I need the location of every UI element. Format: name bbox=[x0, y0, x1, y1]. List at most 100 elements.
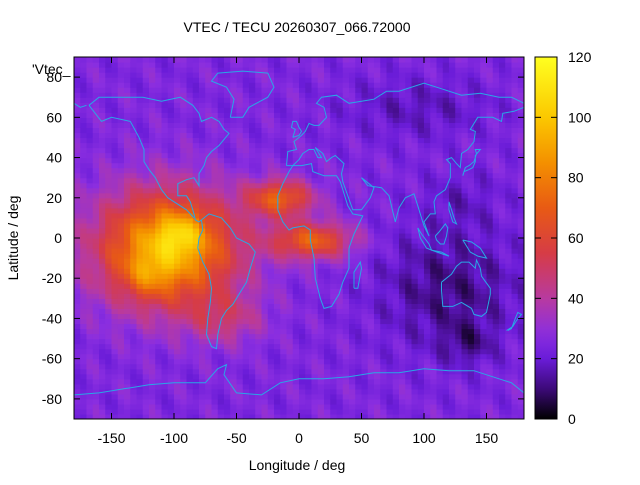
heatmap-cell bbox=[111, 313, 119, 320]
heatmap-cell bbox=[249, 152, 256, 159]
heatmap-cell bbox=[405, 72, 413, 78]
heatmap-cell bbox=[336, 263, 344, 269]
heatmap-cell bbox=[249, 222, 256, 229]
heatmap-cell bbox=[180, 87, 188, 93]
heatmap-cell bbox=[461, 248, 469, 254]
heatmap-cell bbox=[505, 348, 513, 355]
heatmap-cell bbox=[436, 378, 444, 385]
heatmap-cell bbox=[355, 298, 363, 304]
heatmap-cell bbox=[324, 142, 331, 149]
heatmap-cell bbox=[274, 157, 281, 164]
heatmap-cell bbox=[105, 202, 113, 209]
heatmap-cell bbox=[111, 368, 119, 375]
heatmap-cell bbox=[386, 217, 394, 224]
heatmap-cell bbox=[142, 323, 150, 330]
heatmap-cell bbox=[111, 157, 119, 164]
heatmap-cell bbox=[117, 152, 125, 159]
heatmap-cell bbox=[492, 87, 500, 93]
heatmap-cell bbox=[280, 147, 288, 154]
heatmap-cell bbox=[261, 338, 269, 345]
heatmap-cell bbox=[324, 303, 331, 309]
heatmap-cell bbox=[380, 388, 388, 395]
heatmap-cell bbox=[499, 373, 506, 380]
heatmap-cell bbox=[92, 152, 100, 159]
heatmap-cell bbox=[374, 313, 381, 320]
heatmap-cell bbox=[405, 142, 413, 149]
heatmap-cell bbox=[136, 313, 144, 320]
heatmap-cell bbox=[261, 263, 269, 269]
heatmap-cell bbox=[80, 137, 88, 144]
heatmap-cell bbox=[286, 263, 294, 269]
heatmap-cell bbox=[80, 328, 88, 335]
heatmap-cell bbox=[236, 323, 244, 330]
heatmap-cell bbox=[155, 62, 163, 68]
heatmap-cell bbox=[274, 393, 281, 400]
heatmap-cell bbox=[317, 157, 325, 164]
heatmap-cell bbox=[267, 343, 275, 350]
heatmap-cell bbox=[92, 383, 100, 390]
heatmap-cell bbox=[155, 187, 163, 194]
heatmap-cell bbox=[255, 303, 263, 309]
heatmap-cell bbox=[442, 323, 450, 330]
heatmap-cell bbox=[255, 283, 263, 289]
heatmap-cell bbox=[317, 263, 325, 269]
heatmap-cell bbox=[336, 408, 344, 415]
heatmap-cell bbox=[274, 258, 281, 264]
heatmap-cell bbox=[136, 298, 144, 304]
heatmap-cell bbox=[92, 378, 100, 385]
heatmap-cell bbox=[505, 323, 513, 330]
heatmap-cell bbox=[74, 167, 81, 174]
heatmap-cell bbox=[105, 227, 113, 234]
heatmap-cell bbox=[461, 142, 469, 149]
heatmap-cell bbox=[199, 77, 206, 83]
heatmap-cell bbox=[474, 268, 481, 274]
heatmap-cell bbox=[149, 273, 156, 279]
heatmap-cell bbox=[299, 413, 306, 419]
heatmap-cell bbox=[480, 263, 488, 269]
heatmap-cell bbox=[411, 243, 419, 249]
heatmap-cell bbox=[92, 328, 100, 335]
heatmap-cell bbox=[449, 413, 456, 419]
heatmap-cell bbox=[292, 57, 300, 63]
heatmap-cell bbox=[399, 413, 406, 419]
heatmap-cell bbox=[274, 248, 281, 254]
heatmap-cell bbox=[467, 67, 475, 73]
heatmap-cell bbox=[474, 227, 481, 234]
heatmap-cell bbox=[255, 378, 263, 385]
heatmap-cell bbox=[399, 288, 406, 294]
heatmap-cell bbox=[374, 253, 381, 259]
heatmap-cell bbox=[217, 303, 225, 309]
heatmap-cell bbox=[105, 283, 113, 289]
heatmap-cell bbox=[111, 348, 119, 355]
heatmap-cell bbox=[286, 413, 294, 419]
heatmap-cell bbox=[392, 353, 400, 360]
heatmap-cell bbox=[311, 308, 319, 315]
heatmap-cell bbox=[361, 403, 369, 410]
heatmap-cell bbox=[280, 152, 288, 159]
heatmap-cell bbox=[324, 318, 331, 325]
heatmap-cell bbox=[361, 72, 369, 78]
heatmap-cell bbox=[349, 323, 356, 330]
heatmap-cell bbox=[311, 258, 319, 264]
heatmap-cell bbox=[92, 388, 100, 395]
heatmap-cell bbox=[211, 328, 219, 335]
heatmap-cell bbox=[192, 127, 200, 134]
heatmap-cell bbox=[380, 207, 388, 214]
heatmap-cell bbox=[105, 97, 113, 103]
heatmap-cell bbox=[130, 383, 138, 390]
heatmap-cell bbox=[305, 358, 313, 365]
heatmap-cell bbox=[111, 182, 119, 189]
heatmap-cell bbox=[92, 182, 100, 189]
heatmap-cell bbox=[217, 112, 225, 118]
heatmap-cell bbox=[86, 323, 94, 330]
heatmap-cell bbox=[355, 243, 363, 249]
heatmap-cell bbox=[161, 217, 169, 224]
heatmap-cell bbox=[111, 358, 119, 365]
heatmap-cell bbox=[267, 373, 275, 380]
heatmap-cell bbox=[336, 268, 344, 274]
heatmap-cell bbox=[399, 353, 406, 360]
heatmap-cell bbox=[186, 157, 194, 164]
heatmap-cell bbox=[386, 323, 394, 330]
heatmap-cell bbox=[167, 117, 175, 123]
heatmap-cell bbox=[136, 132, 144, 139]
